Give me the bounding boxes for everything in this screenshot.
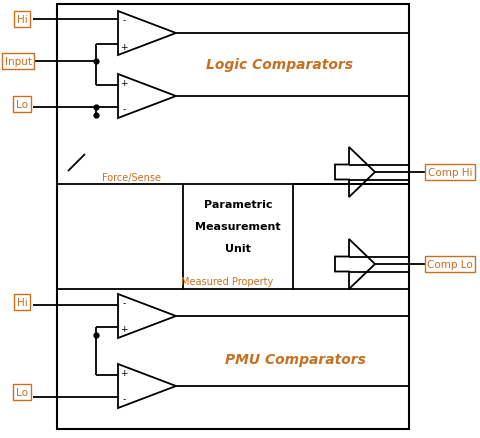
- Polygon shape: [118, 75, 176, 119]
- Text: Logic Comparators: Logic Comparators: [206, 58, 353, 72]
- Text: -: -: [122, 105, 126, 114]
- Text: PMU Comparators: PMU Comparators: [225, 352, 365, 366]
- Text: -: -: [122, 395, 126, 403]
- Text: Lo: Lo: [16, 100, 28, 110]
- Bar: [183, 184, 293, 290]
- Text: -: -: [122, 17, 126, 25]
- Text: +: +: [120, 42, 128, 51]
- Text: Lo: Lo: [16, 387, 28, 397]
- Polygon shape: [335, 240, 375, 290]
- Text: Input: Input: [4, 57, 32, 67]
- Text: +: +: [120, 369, 128, 378]
- Text: Parametric: Parametric: [204, 200, 272, 209]
- Text: Hi: Hi: [17, 15, 27, 25]
- Text: Comp Hi: Comp Hi: [428, 168, 472, 177]
- Bar: [57, 5, 409, 429]
- Text: Unit: Unit: [225, 244, 251, 254]
- Text: -: -: [122, 299, 126, 308]
- Text: Hi: Hi: [17, 297, 27, 307]
- Text: Measurement: Measurement: [195, 222, 281, 231]
- Polygon shape: [118, 294, 176, 338]
- Text: Measured Property: Measured Property: [181, 276, 273, 286]
- Text: +: +: [120, 325, 128, 334]
- Text: +: +: [120, 79, 128, 88]
- Polygon shape: [118, 12, 176, 56]
- Polygon shape: [335, 148, 375, 198]
- Text: Force/Sense: Force/Sense: [102, 173, 161, 183]
- Polygon shape: [118, 364, 176, 408]
- Text: Comp Lo: Comp Lo: [427, 259, 473, 269]
